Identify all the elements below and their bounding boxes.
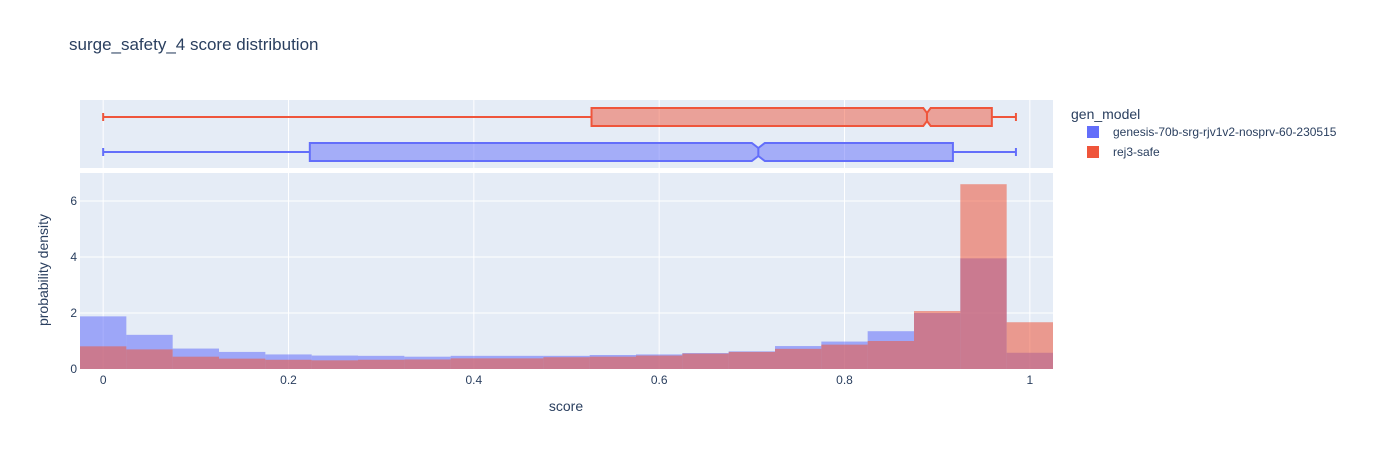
histogram-bar — [682, 353, 729, 369]
x-axis-label: score — [549, 398, 583, 414]
box-body — [308, 142, 954, 162]
histogram-bar — [450, 358, 497, 369]
histogram-bar — [1006, 322, 1053, 369]
x-tick-label: 0 — [100, 373, 107, 387]
histogram-bar — [497, 358, 544, 369]
legend-swatch — [1087, 126, 1099, 138]
histogram-bar — [728, 351, 775, 369]
legend-entry: rej3-safe — [1087, 145, 1160, 159]
legend: genesis-70b-srg-rjv1v2-nosprv-60-230515 r… — [1087, 125, 1337, 159]
histogram-bar — [636, 355, 683, 369]
legend-title: gen_model — [1071, 106, 1140, 122]
histogram-bar — [960, 184, 1007, 369]
histogram-bar — [126, 349, 173, 369]
histogram-panel: 0 0.2 0.4 0.6 0.8 1 0 2 4 6 — [70, 173, 1053, 387]
box-plot-panel — [80, 100, 1053, 168]
x-tick-label: 0.6 — [651, 373, 668, 387]
chart-title: surge_safety_4 score distribution — [69, 35, 318, 54]
histogram-bar — [589, 356, 636, 369]
histogram-bar — [543, 357, 590, 369]
box-body — [590, 107, 993, 127]
histogram-bar — [914, 311, 961, 369]
histogram-series — [80, 184, 1053, 369]
x-tick-label: 0.4 — [465, 373, 482, 387]
histogram-bar — [358, 359, 405, 369]
y-axis-label: probability density — [35, 214, 51, 326]
box-plot — [102, 142, 1017, 162]
histogram-bar — [219, 358, 266, 369]
legend-entry: genesis-70b-srg-rjv1v2-nosprv-60-230515 — [1087, 125, 1337, 139]
histogram-bar — [867, 341, 914, 369]
legend-label: rej3-safe — [1113, 145, 1160, 159]
y-tick-label: 4 — [70, 250, 77, 264]
y-tick-label: 0 — [70, 362, 77, 376]
box-plot — [102, 107, 1017, 127]
x-tick-label: 0.8 — [836, 373, 853, 387]
histogram-bar — [172, 356, 219, 369]
histogram-bar — [404, 359, 451, 369]
histogram-bar — [80, 346, 127, 369]
legend-swatch — [1087, 146, 1099, 158]
y-tick-label: 6 — [70, 194, 77, 208]
legend-label: genesis-70b-srg-rjv1v2-nosprv-60-230515 — [1113, 125, 1337, 139]
histogram-bar — [821, 344, 868, 369]
histogram-bar — [775, 348, 822, 369]
histogram-bar — [265, 359, 312, 369]
x-tick-label: 0.2 — [280, 373, 297, 387]
histogram-bar — [311, 360, 358, 369]
y-tick-label: 2 — [70, 306, 77, 320]
x-tick-label: 1 — [1026, 373, 1033, 387]
